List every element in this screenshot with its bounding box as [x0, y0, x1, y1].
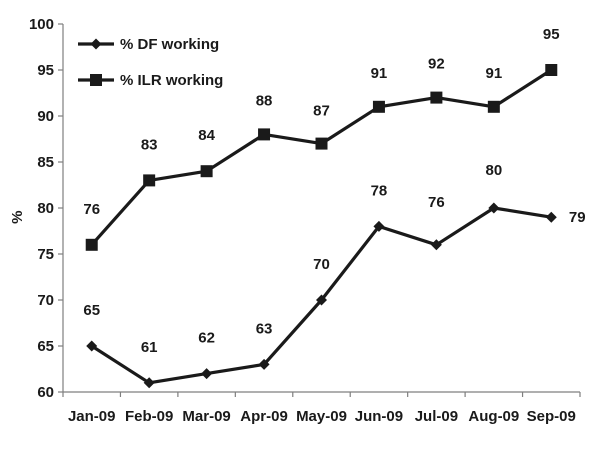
y-tick-label: 90 [37, 108, 54, 125]
data-label: 92 [428, 56, 445, 73]
series-lines [85, 64, 558, 389]
x-tick-label: May-09 [296, 408, 347, 425]
square-marker [258, 128, 271, 141]
data-label: 62 [198, 330, 215, 347]
data-label: 65 [83, 302, 100, 319]
data-label: 79 [569, 209, 586, 226]
data-label: 61 [141, 339, 158, 356]
square-marker [430, 91, 443, 104]
data-label: 76 [83, 201, 100, 218]
legend-item: % ILR working [78, 72, 223, 89]
legend-diamond-marker [90, 38, 102, 50]
legend-label: % DF working [120, 36, 219, 53]
y-tick-label: 75 [37, 246, 54, 263]
x-tick-label: Jun-09 [355, 408, 403, 425]
legend-item: % DF working [78, 36, 219, 53]
x-tick-label: Sep-09 [527, 408, 576, 425]
diamond-marker [373, 220, 385, 232]
data-label: 91 [371, 65, 388, 82]
x-tick-label: Mar-09 [182, 408, 230, 425]
series-df [86, 202, 557, 389]
y-tick-label: 60 [37, 384, 54, 401]
diamond-marker [545, 211, 557, 223]
diamond-marker [143, 377, 155, 389]
data-label: 83 [141, 136, 158, 153]
diamond-marker [86, 340, 98, 352]
x-tick-label: Apr-09 [240, 408, 288, 425]
data-label: 70 [313, 256, 330, 273]
square-marker [315, 137, 328, 150]
y-tick-label: 100 [29, 16, 54, 33]
square-marker [487, 100, 500, 113]
y-tick-label: 80 [37, 200, 54, 217]
data-label: 78 [371, 182, 388, 199]
square-marker [143, 174, 156, 187]
y-tick-label: 85 [37, 154, 54, 171]
data-label: 88 [256, 92, 273, 109]
axes: 60 65 70 75 80 85 90 95 100 Jan-09 Feb-09 Mar-09 Apr… [29, 16, 581, 425]
square-marker [200, 165, 213, 178]
square-marker [545, 64, 558, 76]
data-label: 63 [256, 320, 273, 337]
square-marker [372, 100, 385, 113]
diamond-marker [488, 202, 500, 214]
legend: % DF working % ILR working [78, 36, 223, 89]
x-tick-label: Aug-09 [468, 408, 519, 425]
y-tick-label: 95 [37, 62, 54, 79]
legend-square-marker [90, 74, 102, 86]
diamond-marker [258, 358, 270, 370]
y-tick-label: 70 [37, 292, 54, 309]
data-label: 76 [428, 194, 445, 211]
data-label: 84 [198, 127, 215, 144]
y-axis-title: % [9, 211, 26, 224]
series-ilr [85, 64, 558, 251]
x-tick-label: Feb-09 [125, 408, 173, 425]
diamond-marker [316, 294, 327, 306]
diamond-marker [430, 239, 442, 251]
legend-label: % ILR working [120, 72, 223, 89]
data-label: 95 [543, 26, 560, 43]
x-tick-label: Jan-09 [68, 408, 116, 425]
x-tick-label: Jul-09 [415, 408, 458, 425]
diamond-marker [201, 368, 213, 380]
data-label: 87 [313, 103, 330, 120]
data-labels: 65 61 62 63 70 78 76 80 79 76 83 84 88 87 91 92 91 95 [83, 26, 585, 356]
data-label: 80 [485, 162, 502, 179]
data-label: 91 [485, 65, 502, 82]
square-marker [85, 238, 98, 251]
series-line [90, 68, 553, 246]
y-tick-label: 65 [37, 338, 54, 355]
